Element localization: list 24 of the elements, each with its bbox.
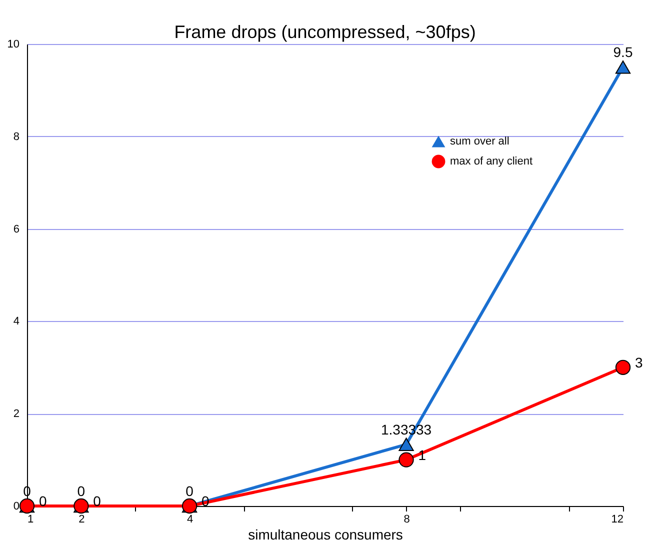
y-tick-label: 6	[13, 223, 20, 236]
y-tick-label: 4	[13, 316, 20, 328]
y-tick-label: 2	[13, 408, 20, 420]
data-label: 0	[77, 483, 86, 499]
point	[398, 452, 414, 468]
point	[615, 60, 631, 74]
x-tick-label: 2	[78, 514, 85, 526]
x-tick-label: 1	[28, 514, 34, 526]
x-axis-title: simultaneous consumers	[248, 526, 403, 542]
data-label: 9.5	[613, 44, 633, 60]
chart-title: Frame drops (uncompressed, ~30fps)	[174, 22, 476, 42]
point	[398, 438, 414, 452]
data-label: 3	[635, 354, 643, 370]
x-tick-label: 12	[611, 514, 624, 526]
legend-label: sum over all	[450, 136, 510, 148]
y-tick-label: 10	[7, 38, 20, 50]
y-tick-label: 0	[13, 500, 20, 512]
data-label: 0	[186, 483, 194, 499]
data-label: 0	[202, 493, 210, 509]
x-tick-label: 8	[404, 514, 410, 526]
legend-label: max of any client	[450, 156, 533, 168]
y-tick-label: 8	[13, 130, 20, 143]
x-tick-label: 4	[186, 514, 194, 526]
point	[615, 360, 631, 375]
